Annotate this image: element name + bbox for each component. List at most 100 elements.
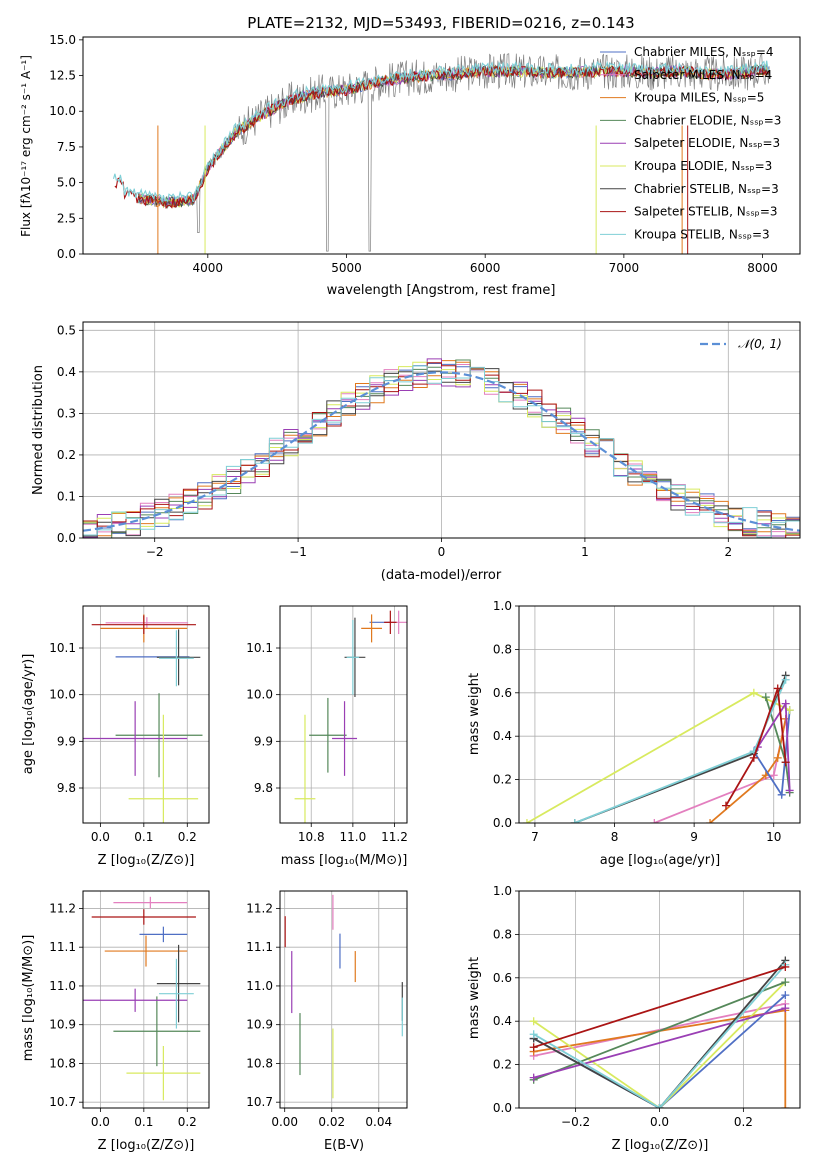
axes-frame	[279, 890, 408, 1109]
weight-point-salpeter-elodie	[529, 1073, 538, 1082]
x-tick-label: 0.0	[91, 830, 110, 844]
weight-line-kroupa-miles	[709, 718, 787, 823]
x-tick-label: 10	[766, 830, 781, 844]
y-tick-label: 0.4	[493, 729, 512, 743]
legend-label: Kroupa MILES, Nₛₛₚ=5	[634, 91, 764, 105]
y-tick-label: 0.0	[493, 816, 512, 830]
observed-spectrum-line	[138, 52, 770, 252]
y-tick-label: 9.9	[57, 734, 76, 748]
weight-point-salpeter-stelib	[749, 753, 758, 762]
weight-point-salpeter-elodie	[785, 786, 794, 795]
weight-point-kroupa-miles	[706, 819, 715, 823]
x-tick-label: 0.2	[178, 830, 197, 844]
y-tick-label: 0.4	[493, 1014, 512, 1028]
age-vs-mass-xlabel: mass [log₁₀(M/M⊙)]	[281, 853, 408, 868]
y-tick-label: 0.0	[57, 531, 76, 545]
weight-point-chabrier-miles	[781, 991, 790, 1000]
y-tick-label: 10.8	[246, 1056, 273, 1070]
y-tick-label: 11.2	[246, 901, 273, 915]
y-tick-label: 12.5	[49, 69, 76, 83]
y-tick-label: 5.0	[57, 176, 76, 190]
age-vs-z-ylabel: age [log₁₀(age/yr)]	[21, 654, 36, 775]
x-tick-label: 6000	[470, 261, 501, 275]
weight-point-kroupa-miles	[773, 753, 782, 762]
weight-vs-age-ylabel: mass weight	[467, 673, 482, 755]
y-tick-label: 10.0	[246, 688, 273, 702]
histogram-salpeter-stelib	[83, 362, 800, 538]
y-tick-label: 0.0	[493, 1101, 512, 1115]
mass-vs-z-xlabel: Z [log₁₀(Z/Z⊙)]	[98, 1138, 195, 1153]
weight-line-salpeter-elodie	[533, 1007, 786, 1079]
residual-panel: −2 −1 0 1 2 0.0 0.1 0.2 0.3 0.4 0.5 𝒩(0, 1)	[57, 321, 801, 559]
plot-area	[83, 896, 201, 1101]
spectrum-panel: 4000 5000 6000 7000 8000 0.0 2.5 5.0 7.5 10.0 12.5…	[49, 33, 801, 275]
weight-point-salpeter-stelib	[721, 801, 730, 810]
y-tick-label: 0.0	[57, 247, 76, 261]
weight-line-salpeter-stelib	[725, 688, 787, 807]
y-tick-label: 11.1	[246, 940, 273, 954]
axes-frame	[82, 605, 210, 824]
histogram-chabrier-stelib	[83, 367, 800, 537]
plot-area	[294, 610, 407, 823]
age-vs-z-xlabel: Z [log₁₀(Z/Z⊙)]	[98, 853, 195, 868]
weight-vs-z-panel: −0.2 0.0 0.2 0.0 0.2 0.4 0.6 0.8 1.0	[493, 884, 801, 1129]
plot-area	[284, 894, 403, 1099]
legend-label: Salpeter MILES, Nₛₛₚ=4	[634, 68, 772, 82]
weight-point-kroupa-stelib	[781, 675, 790, 684]
weight-point-kroupa-stelib	[529, 1030, 538, 1039]
x-tick-label: −1	[289, 545, 307, 559]
age-vs-mass-panel: 10.8 11.0 11.2 9.8 9.9 10.0 10.1	[246, 605, 408, 844]
y-tick-label: 10.0	[49, 104, 76, 118]
y-tick-label: 0.1	[57, 489, 76, 503]
legend-label: Chabrier ELODIE, Nₛₛₚ=3	[634, 113, 781, 127]
x-tick-label: 0.0	[91, 1115, 110, 1129]
y-tick-label: 11.2	[49, 901, 76, 915]
weight-point-salpeter-stelib	[781, 758, 790, 767]
y-tick-label: 9.9	[254, 734, 273, 748]
mass-vs-ebv-panel: 0.00 0.02 0.04 10.7 10.8 10.9 11.0 11.1 11.2	[246, 890, 408, 1129]
y-tick-label: 15.0	[49, 33, 76, 47]
x-tick-label: 0.02	[318, 1115, 345, 1129]
age-vs-z-panel: 0.0 0.1 0.2 9.8 9.9 10.0 10.1	[49, 605, 210, 844]
weight-point-chabrier-elodie	[781, 978, 790, 987]
y-tick-label: 0.3	[57, 406, 76, 420]
y-tick-label: 10.9	[49, 1018, 76, 1032]
x-tick-label: 10.8	[298, 830, 325, 844]
residual-ylabel: Normed distribution	[31, 365, 46, 495]
x-tick-label: 0.00	[271, 1115, 298, 1129]
model-spectrum-kroupa-stelib	[112, 60, 770, 203]
axes-frame	[279, 605, 408, 824]
x-tick-label: 0.1	[134, 830, 153, 844]
legend-label: Chabrier STELIB, Nₛₛₚ=3	[634, 182, 779, 196]
y-tick-label: 10.9	[246, 1018, 273, 1032]
y-tick-label: 0.2	[493, 1058, 512, 1072]
spectrum-ylabel: Flux [fλ10⁻¹⁷ erg cm⁻² s⁻¹ A⁻¹]	[19, 55, 33, 237]
x-tick-label: 0.2	[734, 1115, 753, 1129]
y-tick-label: 0.8	[493, 642, 512, 656]
weight-point-kroupa-elodie	[785, 706, 794, 715]
y-tick-label: 9.8	[57, 781, 76, 795]
weight-line-kroupa-stelib	[533, 964, 786, 1108]
weight-vs-age-xlabel: age [log₁₀(age/yr)]	[600, 853, 721, 868]
x-tick-label: 0.1	[134, 1115, 153, 1129]
weight-point-kroupa-elodie	[529, 1017, 538, 1026]
spectrum-title: PLATE=2132, MJD=53493, FIBERID=0216, z=0…	[247, 14, 634, 32]
y-tick-label: 10.8	[49, 1056, 76, 1070]
y-tick-label: 1.0	[493, 599, 512, 613]
weight-line-chabrier-stelib	[533, 959, 786, 1108]
legend-label: Kroupa STELIB, Nₛₛₚ=3	[634, 227, 770, 241]
legend-label: Salpeter ELODIE, Nₛₛₚ=3	[634, 136, 780, 150]
weight-point-salpeter-elodie	[781, 699, 790, 708]
y-tick-label: 10.1	[49, 641, 76, 655]
legend-label: Chabrier MILES, Nₛₛₚ=4	[634, 45, 774, 59]
weight-point-salpeter-miles	[650, 819, 659, 823]
weight-point-salpeter-stelib	[781, 962, 790, 971]
x-tick-label: 0	[438, 545, 446, 559]
weight-line-kroupa-elodie	[533, 981, 786, 1108]
x-tick-label: 2	[724, 545, 732, 559]
x-tick-label: 9	[690, 830, 698, 844]
weight-vs-age-panel: 7 8 9 10 0.0 0.2 0.4 0.6 0.8 1.0	[493, 599, 801, 844]
weight-point-kroupa-stelib	[570, 819, 579, 823]
y-tick-label: 2.5	[57, 211, 76, 225]
